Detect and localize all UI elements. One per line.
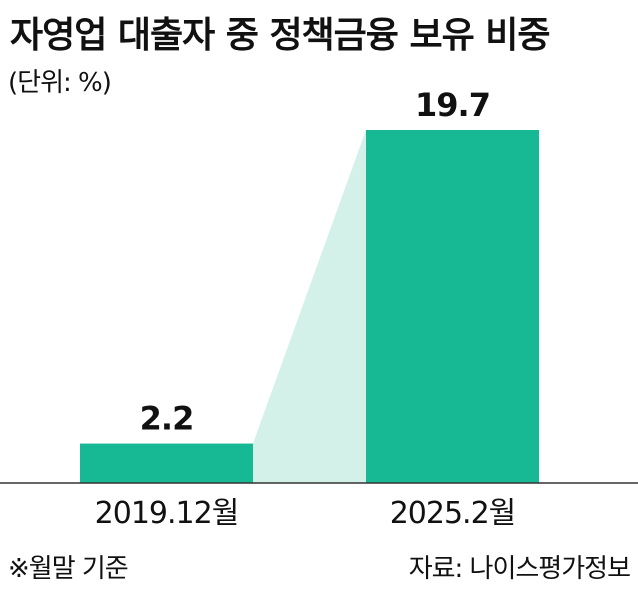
value-label-1: 2.2 [140,400,194,438]
value-label-2: 19.7 [415,86,490,124]
source-note: 자료: 나이스평가정보 [408,554,631,584]
bar-2 [366,130,539,483]
bar-1 [80,443,253,483]
unit-label: (단위: %) [8,68,112,98]
category-label-1: 2019.12월 [95,496,239,531]
connector-band [253,130,366,483]
footnote: ※월말 기준 [8,554,129,584]
category-label-2: 2025.2월 [390,496,516,531]
chart-title: 자영업 대출자 중 정책금융 보유 비중 [10,15,550,56]
